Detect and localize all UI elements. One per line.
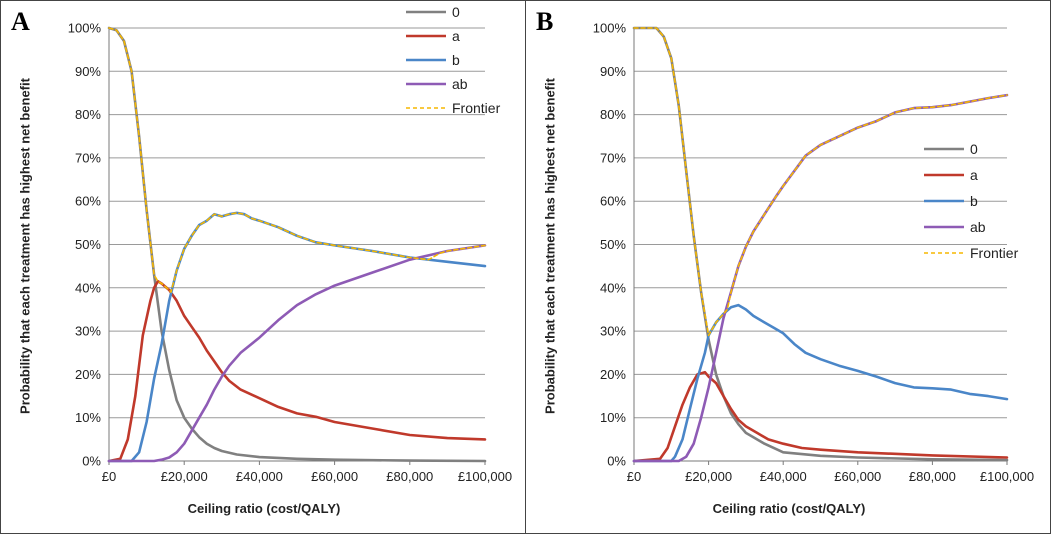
legend-label: ab (452, 76, 468, 92)
legend-label: Frontier (452, 100, 501, 116)
series-line-frontier (633, 27, 1008, 337)
series-line-a (632, 370, 1009, 463)
y-tick-label: 0% (607, 454, 626, 469)
panel-letter: B (536, 7, 554, 36)
x-tick-label: £100,000 (458, 469, 512, 484)
x-tick-label: £20,000 (161, 469, 208, 484)
x-tick-label: £0 (627, 469, 641, 484)
y-tick-label: 70% (75, 150, 101, 165)
series-line-ab (107, 244, 487, 463)
y-tick-label: 50% (600, 237, 626, 252)
chart-svg: 0% 10% 20% 30% 40% 50% 60% 70% 80% 90% 100% £0 £20,0… (593, 21, 1034, 485)
legend-label: a (452, 28, 460, 44)
y-tick-label: 0% (82, 454, 101, 469)
legend-label: b (452, 52, 460, 68)
x-tick-label: £80,000 (386, 469, 433, 484)
x-tick-label: £80,000 (909, 469, 956, 484)
y-tick-label: 20% (75, 367, 101, 382)
y-tick-label: 40% (75, 280, 101, 295)
legend-label: b (970, 193, 978, 209)
y-tick-label: 10% (600, 410, 626, 425)
legend-label: 0 (452, 4, 460, 20)
series-line-b (107, 211, 487, 463)
y-tick-label: 20% (600, 367, 626, 382)
legend-label: a (970, 167, 978, 183)
x-axis-label: Ceiling ratio (cost/QALY) (187, 501, 341, 516)
series-line-a (107, 279, 487, 463)
series-line-b (632, 303, 1009, 463)
y-tick-label: 100% (593, 21, 627, 36)
x-axis-label: Ceiling ratio (cost/QALY) (712, 501, 866, 516)
legend-label: 0 (970, 141, 978, 157)
panel-letter: A (11, 7, 30, 36)
legend-label: Frontier (970, 245, 1019, 261)
y-tick-label: 50% (75, 237, 101, 252)
y-tick-label: 60% (75, 194, 101, 209)
y-tick-label: 30% (75, 324, 101, 339)
y-tick-label: 60% (600, 194, 626, 209)
y-tick-label: 100% (68, 21, 102, 36)
y-tick-label: 70% (600, 150, 626, 165)
x-tick-label: £20,000 (685, 469, 732, 484)
x-tick-label: £60,000 (311, 469, 358, 484)
x-tick-label: £0 (102, 469, 116, 484)
chart-svg: 0% 10% 20% 30% 40% 50% 60% 70% 80% 90% 100% £0 £20,0… (68, 4, 512, 484)
x-tick-label: £40,000 (236, 469, 283, 484)
x-tick-label: £100,000 (980, 469, 1034, 484)
x-tick-label: £40,000 (760, 469, 807, 484)
x-tick-label: £60,000 (834, 469, 881, 484)
panel-b: B Probability that each treatment has hi… (525, 0, 1051, 534)
y-tick-label: 90% (600, 64, 626, 79)
y-tick-label: 30% (600, 324, 626, 339)
panel-a: A Probability that each treatment has hi… (0, 0, 526, 534)
y-tick-label: 40% (600, 280, 626, 295)
legend-label: ab (970, 219, 986, 235)
y-tick-label: 80% (75, 107, 101, 122)
y-tick-label: 90% (75, 64, 101, 79)
y-tick-label: 10% (75, 410, 101, 425)
y-tick-label: 80% (600, 107, 626, 122)
series-line-frontier (108, 27, 486, 293)
